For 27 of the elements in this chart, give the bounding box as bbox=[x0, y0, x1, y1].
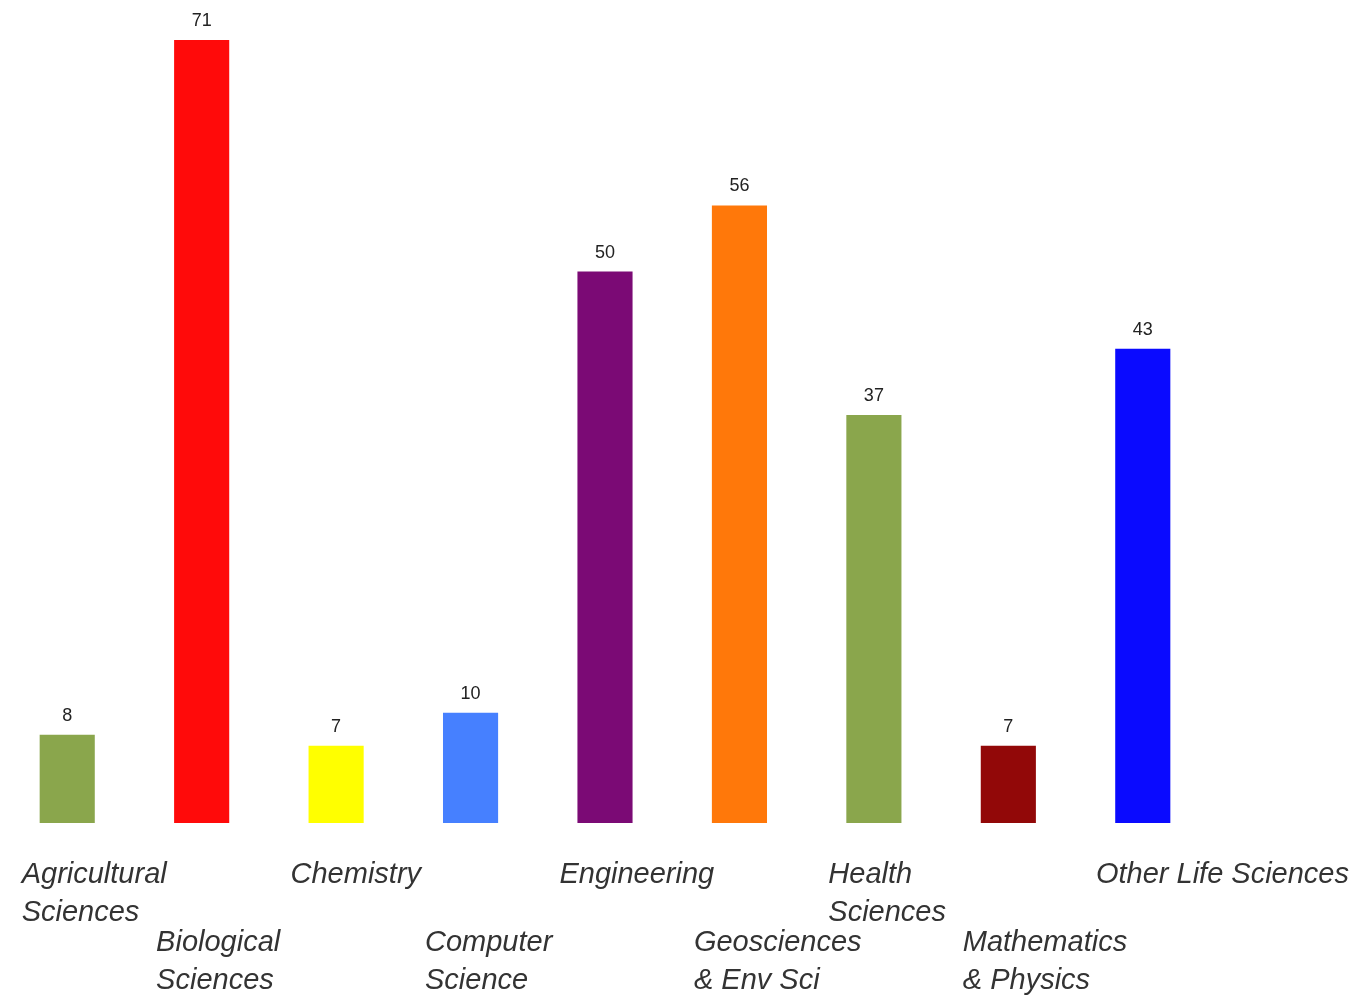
data-label: 10 bbox=[460, 682, 481, 703]
data-label: 71 bbox=[191, 9, 212, 30]
bar bbox=[174, 40, 230, 823]
data-label: 7 bbox=[1003, 715, 1014, 736]
data-label: 37 bbox=[863, 384, 884, 405]
bar bbox=[711, 205, 768, 823]
x-tick-label: Mathematics & Physics bbox=[962, 925, 1128, 995]
x-tick-label: Engineering bbox=[559, 857, 715, 889]
data-label: 43 bbox=[1132, 318, 1153, 339]
data-label: 8 bbox=[62, 704, 73, 725]
bar bbox=[577, 271, 633, 823]
x-tick-label: Geosciences & Env Sci bbox=[693, 925, 862, 995]
bar bbox=[39, 734, 95, 823]
bar bbox=[846, 414, 902, 823]
x-tick-label: Chemistry bbox=[290, 857, 423, 889]
x-tick-label: Health Sciences bbox=[828, 857, 946, 927]
data-label: 56 bbox=[729, 175, 750, 196]
bar bbox=[308, 745, 364, 823]
x-tick-label: Biological Sciences bbox=[156, 925, 282, 995]
data-label: 50 bbox=[594, 241, 616, 262]
data-label: 7 bbox=[331, 715, 342, 736]
bar bbox=[442, 712, 499, 823]
x-tick-label: Other Life Sciences bbox=[1095, 857, 1350, 889]
x-tick-label: Agricultural Sciences bbox=[19, 857, 169, 927]
bar bbox=[1115, 348, 1171, 823]
x-tick-label: Computer Science bbox=[424, 925, 554, 995]
bar bbox=[980, 745, 1036, 823]
